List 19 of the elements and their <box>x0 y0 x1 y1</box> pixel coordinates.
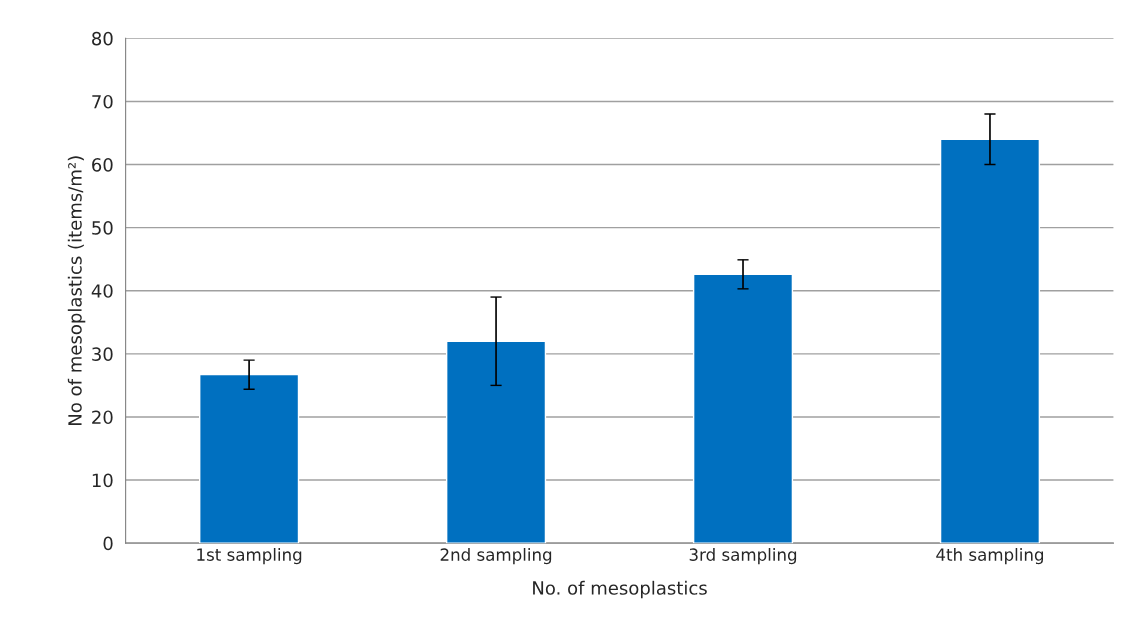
bar <box>445 340 547 544</box>
bar <box>199 373 300 544</box>
x-tick-label: 2nd sampling <box>440 548 552 565</box>
y-tick-label: 0 <box>103 536 113 551</box>
bar <box>939 138 1041 544</box>
y-axis-title: No of mesoplastics (items/m²) <box>67 156 86 425</box>
x-tick-label: 3rd sampling <box>689 548 797 565</box>
bar <box>692 273 794 544</box>
x-tick-label: 1st sampling <box>197 548 302 565</box>
x-axis-title: No. of mesoplastics <box>533 580 707 599</box>
y-tick-label: 70 <box>92 94 113 109</box>
y-tick-label: 60 <box>92 158 113 172</box>
y-tick-label: 10 <box>92 473 113 488</box>
y-tick-label: 80 <box>92 31 113 46</box>
y-tick-label: 30 <box>92 347 113 361</box>
y-tick-label: 40 <box>91 284 113 298</box>
y-tick-label: 50 <box>92 221 113 235</box>
y-tick-label: 20 <box>92 410 113 425</box>
x-tick-label: 4th sampling <box>936 548 1044 565</box>
